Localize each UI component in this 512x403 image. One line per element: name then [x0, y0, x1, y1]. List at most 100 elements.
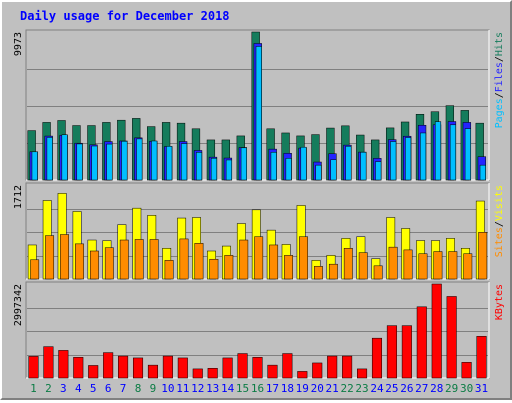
bar-kbytes-day-21	[327, 355, 338, 379]
x-tick-label-day-29: 29	[445, 382, 458, 395]
panel-kbytes-legend: KBytes	[494, 284, 505, 320]
bar-kbytes-day-24	[371, 337, 383, 379]
bar-sites-day-31	[478, 232, 488, 280]
bar-sites-day-20	[314, 266, 323, 280]
bar-pages-day-22	[345, 146, 352, 181]
bar-kbytes-day-29	[446, 296, 457, 379]
bar-pages-day-24	[375, 161, 382, 181]
bar-pages-day-14	[225, 159, 232, 181]
x-tick-label-day-11: 11	[176, 382, 189, 395]
bar-sites-day-13	[209, 258, 219, 280]
bar-pages-day-12	[196, 152, 203, 181]
legend-separator: /	[494, 221, 505, 227]
bar-sites-day-30	[463, 253, 473, 280]
x-tick-label-day-6: 6	[105, 382, 112, 395]
bar-pages-day-3	[61, 134, 68, 181]
bar-kbytes-day-25	[386, 325, 397, 379]
x-tick-label-day-23: 23	[355, 382, 368, 395]
panel-hits-legend: Pages/Files/Hits	[494, 32, 505, 128]
bar-pages-day-21	[330, 159, 337, 181]
legend-visits: Visits	[494, 185, 505, 221]
panel-visits-ymax-label: 1712	[13, 185, 24, 209]
bar-kbytes-day-23	[357, 368, 368, 379]
x-tick-label-day-13: 13	[206, 382, 219, 395]
x-tick-label-day-19: 19	[296, 382, 309, 395]
x-tick-label-day-25: 25	[385, 382, 398, 395]
bar-pages-day-1	[31, 151, 38, 181]
bar-pages-day-17	[270, 152, 277, 181]
x-tick-label-day-18: 18	[281, 382, 294, 395]
legend-separator: /	[494, 92, 505, 98]
bar-sites-day-3	[60, 234, 69, 280]
bar-kbytes-day-2	[43, 346, 54, 379]
bar-sites-day-29	[448, 251, 458, 280]
bar-kbytes-day-18	[282, 353, 293, 379]
bar-sites-day-6	[104, 247, 114, 280]
bar-pages-day-29	[449, 124, 457, 181]
bar-kbytes-day-17	[267, 364, 278, 379]
x-tick-label-day-28: 28	[430, 382, 443, 395]
bar-kbytes-day-10	[162, 355, 173, 379]
bar-pages-day-15	[240, 147, 247, 181]
bar-sites-day-27	[418, 253, 428, 280]
bar-pages-day-2	[46, 137, 53, 181]
bar-pages-day-13	[210, 158, 218, 181]
bar-kbytes-day-13	[207, 368, 218, 379]
x-tick-label-day-1: 1	[30, 382, 37, 395]
bar-pages-day-25	[390, 141, 397, 181]
chart-title: Daily usage for December 2018	[20, 9, 230, 23]
x-tick-label-day-21: 21	[326, 382, 339, 395]
x-tick-label-day-7: 7	[120, 382, 127, 395]
bar-sites-day-23	[358, 252, 368, 280]
bar-pages-day-26	[405, 137, 412, 181]
bar-kbytes-day-1	[28, 356, 39, 379]
bar-sites-day-24	[373, 265, 383, 280]
bar-sites-day-14	[224, 255, 234, 280]
bar-pages-day-23	[360, 152, 367, 181]
bar-kbytes-day-9	[147, 364, 158, 379]
bar-kbytes-day-11	[177, 357, 188, 379]
x-tick-label-day-15: 15	[236, 382, 249, 395]
x-tick-label-day-27: 27	[415, 382, 428, 395]
bar-sites-day-22	[343, 248, 353, 280]
bar-sites-day-7	[119, 239, 129, 280]
bar-sites-day-28	[433, 251, 443, 280]
bar-sites-day-18	[284, 255, 293, 280]
panel-hits-ymax-label: 9973	[13, 32, 24, 56]
x-tick-label-day-20: 20	[311, 382, 324, 395]
bar-kbytes-day-12	[192, 368, 203, 379]
bar-kbytes-day-5	[88, 365, 99, 379]
bar-sites-day-19	[299, 236, 308, 280]
bar-kbytes-day-14	[222, 357, 233, 379]
panel-visits-legend: Sites/Visits	[494, 185, 505, 257]
bar-pages-day-20	[315, 164, 322, 181]
bar-sites-day-10	[164, 260, 174, 280]
bar-kbytes-day-6	[103, 352, 114, 379]
bar-kbytes-day-19	[297, 371, 308, 379]
bar-pages-day-30	[464, 128, 471, 181]
legend-sites: Sites	[494, 227, 505, 257]
bar-sites-day-15	[239, 239, 249, 280]
legend-separator: /	[494, 56, 505, 62]
usage-chart: Daily usage for December 2018 9973Pages/…	[13, 9, 505, 395]
bar-sites-day-17	[269, 244, 279, 280]
x-tick-label-day-14: 14	[221, 382, 235, 395]
bar-pages-day-6	[106, 143, 113, 181]
legend-pages: Pages	[494, 98, 505, 128]
bar-sites-day-1	[30, 259, 40, 280]
bar-sites-day-11	[179, 238, 189, 280]
bar-sites-day-12	[194, 243, 204, 280]
bar-pages-day-31	[479, 164, 486, 181]
bar-pages-day-11	[181, 143, 188, 181]
bar-sites-day-8	[134, 239, 144, 280]
x-tick-label-day-12: 12	[191, 382, 204, 395]
bar-kbytes-day-30	[461, 362, 472, 379]
bar-pages-day-18	[285, 158, 292, 181]
bar-pages-day-7	[121, 141, 128, 181]
bar-kbytes-day-3	[58, 350, 69, 379]
bar-pages-day-16	[255, 46, 262, 181]
x-tick-label-day-8: 8	[135, 382, 142, 395]
bar-kbytes-day-28	[431, 283, 442, 379]
bar-pages-day-10	[166, 146, 173, 181]
bar-pages-day-5	[91, 145, 98, 181]
